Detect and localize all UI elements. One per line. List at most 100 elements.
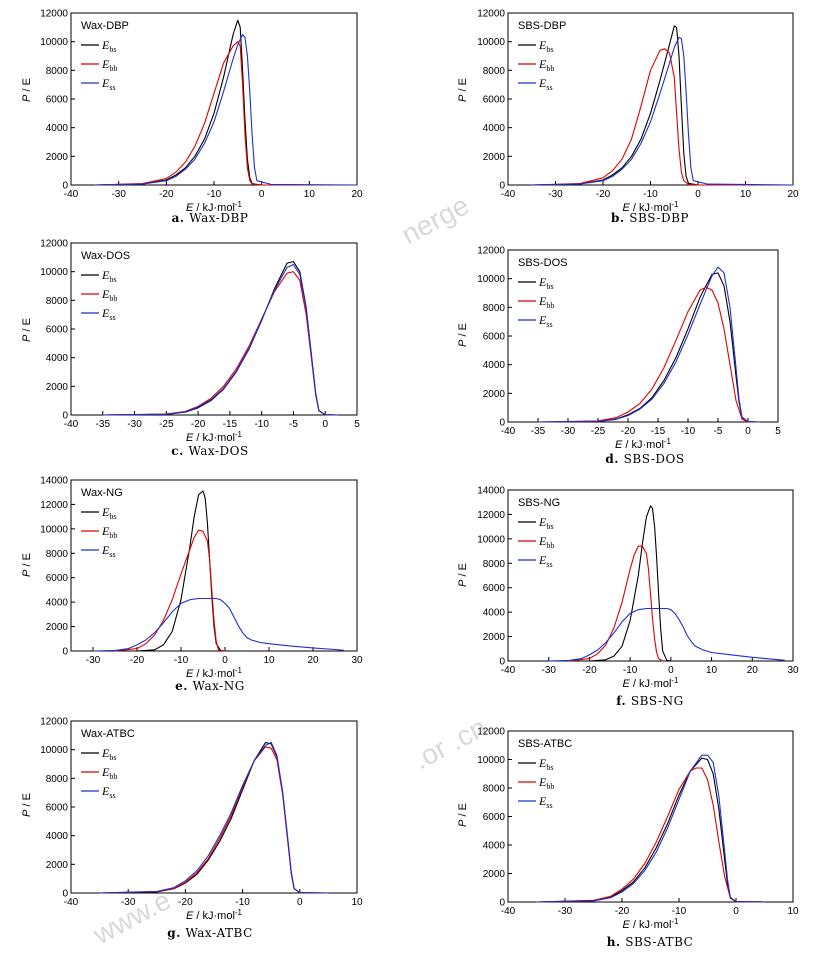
series-line-ss xyxy=(537,266,761,423)
x-tick-label: 20 xyxy=(787,189,799,200)
y-tick-label: 10000 xyxy=(40,37,68,48)
y-axis-label: P / E xyxy=(457,78,469,102)
legend-label: Ebb xyxy=(101,57,117,73)
x-tick-label: -10 xyxy=(672,906,687,917)
legend-label: Ebs xyxy=(538,275,553,291)
y-tick-label: 8000 xyxy=(483,303,506,314)
panel-title: Wax-NG xyxy=(81,487,123,499)
x-tick-label: 0 xyxy=(668,665,674,676)
legend-label: Ess xyxy=(101,543,116,559)
x-axis-label: E / kJ·mol-1 xyxy=(622,676,679,690)
y-tick-label: 6000 xyxy=(483,583,506,594)
x-tick-label: 0 xyxy=(695,189,701,200)
y-tick-label: 2000 xyxy=(46,152,69,163)
panel-caption: h. SBS-ATBC xyxy=(607,935,694,949)
y-tick-label: 6000 xyxy=(483,95,506,106)
y-tick-label: 10000 xyxy=(477,274,505,285)
series-line-bb xyxy=(114,529,226,652)
y-tick-label: 8000 xyxy=(483,784,506,795)
y-tick-label: 12000 xyxy=(40,239,68,250)
x-axis-label: E / kJ·mol-1 xyxy=(186,908,243,922)
x-tick-label: -20 xyxy=(159,189,174,200)
x-tick-label: -20 xyxy=(615,906,630,917)
watermark: www.e xyxy=(87,884,175,951)
x-tick-label: 20 xyxy=(307,655,319,666)
legend-label: Ebs xyxy=(101,268,116,284)
y-tick-label: 10000 xyxy=(477,534,505,545)
series-line-bs xyxy=(536,757,765,903)
y-tick-label: 2000 xyxy=(483,632,506,643)
legend-label: Ess xyxy=(538,76,553,92)
x-tick-label: -25 xyxy=(159,419,174,430)
y-tick-label: 0 xyxy=(499,657,505,668)
x-tick-label: -20 xyxy=(582,665,597,676)
x-tick-label: -40 xyxy=(501,906,516,917)
series-line-bb xyxy=(569,545,663,662)
y-tick-label: 12000 xyxy=(477,510,505,521)
x-tick-label: -20 xyxy=(596,189,611,200)
x-tick-label: -30 xyxy=(561,426,576,437)
panel-caption: b. SBS-DBP xyxy=(611,211,689,225)
series-line-ss xyxy=(548,607,785,662)
series-line-bs xyxy=(99,741,329,894)
y-tick-label: 8000 xyxy=(46,549,69,560)
series-line-bb xyxy=(99,746,329,894)
panel-title: SBS-DOS xyxy=(518,257,568,269)
y-axis-label: P / E xyxy=(21,793,33,817)
x-tick-label: -10 xyxy=(623,665,638,676)
legend-label: Ebs xyxy=(101,505,116,521)
x-tick-label: -25 xyxy=(591,426,606,437)
y-tick-label: 6000 xyxy=(46,803,69,814)
y-tick-label: 14000 xyxy=(477,486,505,497)
x-tick-label: -20 xyxy=(191,419,206,430)
panel-caption: e. Wax-NG xyxy=(175,679,245,693)
series-line-bb xyxy=(531,48,793,186)
x-tick-label: -30 xyxy=(111,189,126,200)
x-tick-label: 0 xyxy=(745,426,751,437)
panel-title: SBS-NG xyxy=(518,497,560,509)
series-line-bb xyxy=(102,271,338,416)
x-tick-label: -10 xyxy=(207,189,222,200)
y-tick-label: 4000 xyxy=(46,598,69,609)
y-tick-label: 8000 xyxy=(46,296,69,307)
x-tick-label: -40 xyxy=(64,419,79,430)
y-tick-label: 12000 xyxy=(477,727,505,738)
series-line-bb xyxy=(536,767,765,903)
legend-label: Ebb xyxy=(538,57,554,73)
legend-label: Ebs xyxy=(538,515,553,531)
x-axis-label: E / kJ·mol-1 xyxy=(615,437,672,451)
x-tick-label: -40 xyxy=(501,426,516,437)
panel-caption: f. SBS-NG xyxy=(616,694,683,708)
y-tick-label: 12000 xyxy=(40,500,68,511)
y-tick-label: 8000 xyxy=(46,66,69,77)
y-axis-label: P / E xyxy=(21,78,33,102)
x-tick-label: -40 xyxy=(64,897,79,908)
x-tick-label: -10 xyxy=(643,189,658,200)
plot-frame xyxy=(70,242,358,416)
plot-frame xyxy=(70,720,358,894)
x-tick-label: 5 xyxy=(775,426,781,437)
plot-frame xyxy=(70,479,358,652)
x-tick-label: -30 xyxy=(86,655,101,666)
y-tick-label: 14000 xyxy=(40,476,68,487)
x-tick-label: -10 xyxy=(681,426,696,437)
panel-title: SBS-ATBC xyxy=(518,738,572,750)
plot-frame xyxy=(507,730,794,903)
y-tick-label: 6000 xyxy=(46,325,69,336)
legend-label: Ebs xyxy=(538,756,553,772)
x-tick-label: -20 xyxy=(178,897,193,908)
y-tick-label: 6000 xyxy=(46,95,69,106)
legend-label: Ess xyxy=(101,784,116,800)
y-tick-label: 4000 xyxy=(483,360,506,371)
x-axis-label: E / kJ·mol-1 xyxy=(186,430,243,444)
x-tick-label: -20 xyxy=(621,426,636,437)
legend-label: Ebb xyxy=(101,765,117,781)
x-tick-label: 5 xyxy=(354,419,360,430)
x-axis-label: E / kJ·mol-1 xyxy=(186,666,243,680)
panel-caption: a. Wax-DBP xyxy=(172,211,249,225)
y-tick-label: 4000 xyxy=(483,608,506,619)
x-tick-label: -40 xyxy=(501,665,516,676)
series-line-bs xyxy=(531,25,793,186)
x-tick-label: 0 xyxy=(259,189,265,200)
